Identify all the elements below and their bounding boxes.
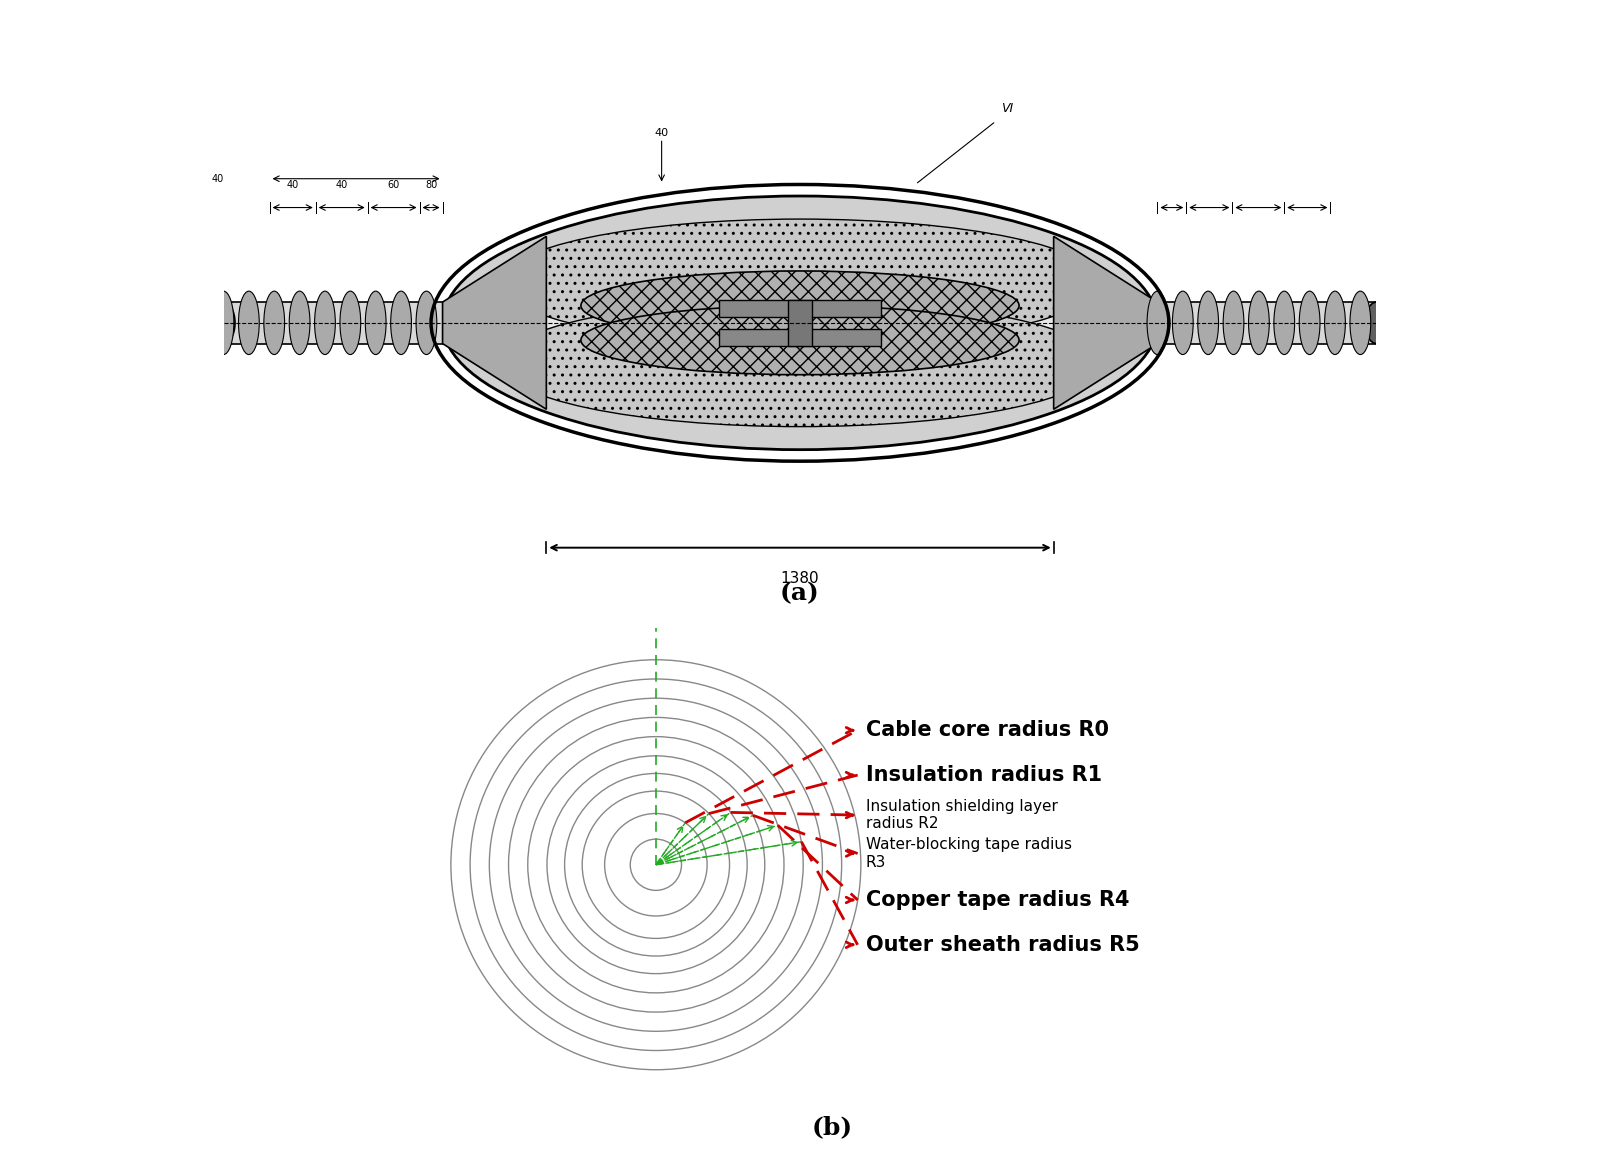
Ellipse shape <box>466 225 1134 421</box>
FancyBboxPatch shape <box>224 302 443 344</box>
Text: 40: 40 <box>336 180 347 190</box>
Text: (b): (b) <box>811 1115 853 1139</box>
Ellipse shape <box>1274 291 1294 354</box>
Ellipse shape <box>1299 291 1320 354</box>
Ellipse shape <box>443 196 1157 450</box>
Text: VI: VI <box>1002 103 1014 115</box>
Ellipse shape <box>213 291 234 354</box>
Text: 60: 60 <box>387 180 400 190</box>
Polygon shape <box>1054 236 1157 409</box>
Ellipse shape <box>1173 291 1194 354</box>
Ellipse shape <box>238 291 259 354</box>
Ellipse shape <box>1350 291 1371 354</box>
Ellipse shape <box>315 291 336 354</box>
Ellipse shape <box>416 291 437 354</box>
Ellipse shape <box>390 291 411 354</box>
Ellipse shape <box>581 271 1019 340</box>
Text: 1380: 1380 <box>781 571 819 586</box>
FancyBboxPatch shape <box>720 300 880 317</box>
Text: Copper tape radius R4: Copper tape radius R4 <box>866 890 1130 910</box>
Ellipse shape <box>290 291 310 354</box>
FancyBboxPatch shape <box>1157 302 1376 344</box>
Ellipse shape <box>501 219 1099 346</box>
Ellipse shape <box>1222 291 1243 354</box>
Ellipse shape <box>211 302 235 344</box>
Text: (a): (a) <box>781 581 819 605</box>
Polygon shape <box>443 236 546 409</box>
Text: Outer sheath radius R5: Outer sheath radius R5 <box>866 935 1139 955</box>
Ellipse shape <box>1198 291 1219 354</box>
Text: Insulation shielding layer
radius R2: Insulation shielding layer radius R2 <box>866 799 1058 831</box>
Ellipse shape <box>1325 291 1346 354</box>
Text: Cable core radius R0: Cable core radius R0 <box>866 721 1109 740</box>
Text: Water-blocking tape radius
R3: Water-blocking tape radius R3 <box>866 837 1072 869</box>
Text: 40: 40 <box>286 180 299 190</box>
Ellipse shape <box>581 306 1019 375</box>
Ellipse shape <box>339 291 360 354</box>
Ellipse shape <box>501 300 1099 427</box>
FancyBboxPatch shape <box>720 329 880 346</box>
Ellipse shape <box>264 291 285 354</box>
Text: 40: 40 <box>211 174 224 183</box>
Text: 80: 80 <box>426 180 437 190</box>
Ellipse shape <box>1248 291 1269 354</box>
Ellipse shape <box>365 291 386 354</box>
Ellipse shape <box>1365 302 1389 344</box>
Text: Insulation radius R1: Insulation radius R1 <box>866 766 1102 785</box>
Ellipse shape <box>1147 291 1168 354</box>
Text: 40: 40 <box>654 128 669 138</box>
FancyBboxPatch shape <box>789 300 811 346</box>
